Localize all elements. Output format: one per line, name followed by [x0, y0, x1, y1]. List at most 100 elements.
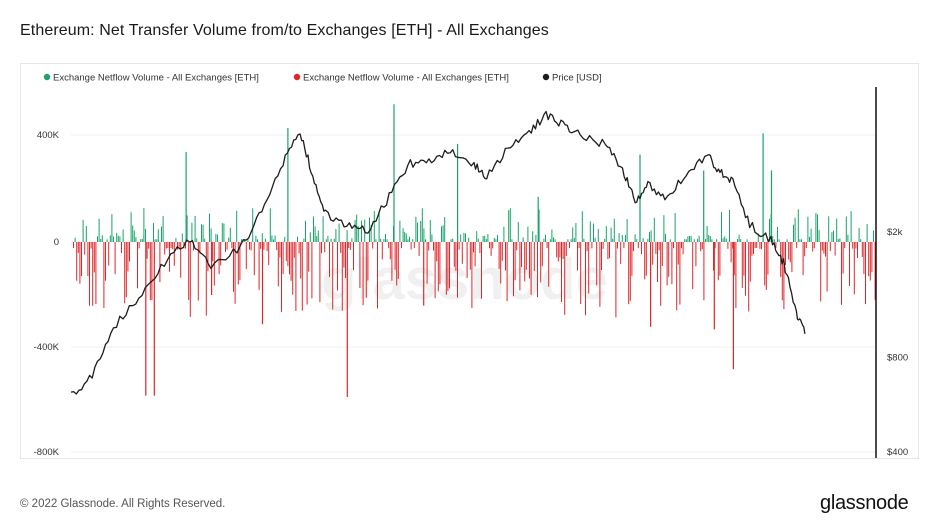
- outflow-bar: [813, 242, 815, 249]
- outflow-bar: [666, 242, 668, 286]
- inflow-bar: [204, 238, 206, 242]
- inflow-bar: [818, 230, 820, 242]
- outflow-bar: [207, 242, 209, 272]
- inflow-bar: [497, 235, 498, 242]
- inflow-bar: [621, 235, 623, 242]
- inflow-bar: [314, 226, 316, 242]
- outflow-bar: [185, 242, 186, 249]
- outflow-bar: [753, 242, 754, 255]
- outflow-bar: [295, 242, 297, 311]
- outflow-bar: [645, 242, 647, 276]
- inflow-bar: [581, 211, 583, 242]
- inflow-bar: [82, 219, 84, 242]
- outflow-bar: [519, 242, 521, 291]
- inflow-bar: [338, 223, 340, 242]
- chart-title: Ethereum: Net Transfer Volume from/to Ex…: [20, 22, 549, 39]
- inflow-bar: [468, 237, 470, 242]
- inflow-bar: [613, 218, 615, 242]
- outflow-bar: [655, 242, 657, 254]
- outflow-bar: [308, 242, 310, 272]
- inflow-bar: [351, 238, 353, 242]
- outflow-bar: [263, 242, 265, 250]
- inflow-bar: [106, 239, 108, 242]
- outflow-bar: [76, 242, 78, 281]
- outflow-bar: [525, 242, 527, 270]
- inflow-bar: [460, 234, 462, 242]
- outflow-bar: [167, 242, 169, 248]
- inflow-bar: [465, 233, 466, 242]
- inflow-bar: [305, 220, 306, 242]
- outflow-bar: [311, 242, 313, 299]
- inflow-bar: [162, 216, 164, 242]
- outflow-bar: [812, 242, 814, 252]
- outflow-bar: [714, 242, 716, 248]
- inflow-bar: [145, 228, 146, 242]
- inflow-bar: [476, 231, 478, 242]
- outflow-bar: [413, 242, 415, 248]
- inflow-bar: [223, 223, 225, 242]
- inflow-bar: [482, 236, 484, 242]
- outflow-bar: [290, 242, 292, 281]
- y-left-tick-label: 0: [54, 237, 59, 248]
- outflow-bar: [727, 242, 729, 249]
- outflow-bar: [673, 242, 674, 248]
- y-left-tick-label: -800K: [34, 447, 60, 458]
- inflow-bar: [711, 239, 713, 242]
- outflow-bar: [713, 242, 714, 271]
- outflow-bar: [591, 242, 593, 249]
- inflow-bar: [209, 213, 210, 242]
- outflow-bar: [260, 242, 262, 249]
- inflow-bar: [261, 233, 263, 242]
- outflow-bar: [631, 242, 633, 276]
- inflow-bar: [431, 234, 433, 242]
- inflow-bar: [636, 239, 638, 242]
- outflow-bar: [388, 242, 390, 249]
- netflow-spike-bar: [153, 242, 155, 396]
- inflow-bar: [316, 235, 318, 242]
- outflow-bar: [121, 242, 122, 253]
- inflow-bar: [554, 239, 556, 242]
- inflow-bar: [194, 216, 196, 242]
- outflow-bar: [521, 242, 522, 268]
- inflow-bar: [833, 230, 834, 242]
- inflow-bar: [273, 239, 274, 242]
- outflow-bar: [321, 242, 322, 254]
- outflow-bar: [601, 242, 602, 271]
- inflow-bar: [284, 236, 286, 242]
- inflow-bar: [669, 239, 671, 242]
- inflow-bar: [140, 239, 142, 242]
- inflow-bar: [522, 237, 524, 242]
- inflow-bar: [415, 216, 417, 242]
- outflow-bar: [789, 242, 791, 263]
- outflow-bar: [516, 242, 518, 251]
- inflow-bar: [229, 227, 231, 242]
- outflow-bar: [282, 242, 284, 274]
- inflow-bar: [477, 238, 479, 242]
- outflow-bar: [871, 242, 873, 272]
- outflow-bar: [226, 242, 228, 250]
- inflow-bar: [402, 228, 404, 242]
- outflow-bar: [557, 242, 559, 262]
- outflow-bar: [300, 242, 302, 279]
- inflow-bar: [409, 236, 410, 242]
- inflow-bar: [202, 224, 204, 242]
- inflow-bar: [722, 238, 724, 242]
- glassnode-logo[interactable]: glassnode: [820, 492, 909, 514]
- outflow-bar: [559, 242, 561, 258]
- outflow-bar: [137, 242, 138, 289]
- outflow-bar: [189, 242, 191, 317]
- inflow-bar: [503, 226, 505, 242]
- inflow-bar: [757, 233, 759, 242]
- watermark: glassnode: [321, 247, 608, 312]
- outflow-bar: [218, 242, 220, 275]
- inflow-bar: [543, 238, 545, 242]
- inflow-bar: [610, 227, 612, 242]
- inflow-bar: [417, 222, 418, 242]
- outflow-bar: [77, 242, 79, 253]
- inflow-bar: [495, 239, 497, 242]
- outflow-bar: [469, 242, 471, 270]
- outflow-bar: [177, 242, 178, 250]
- inflow-bar: [797, 209, 799, 242]
